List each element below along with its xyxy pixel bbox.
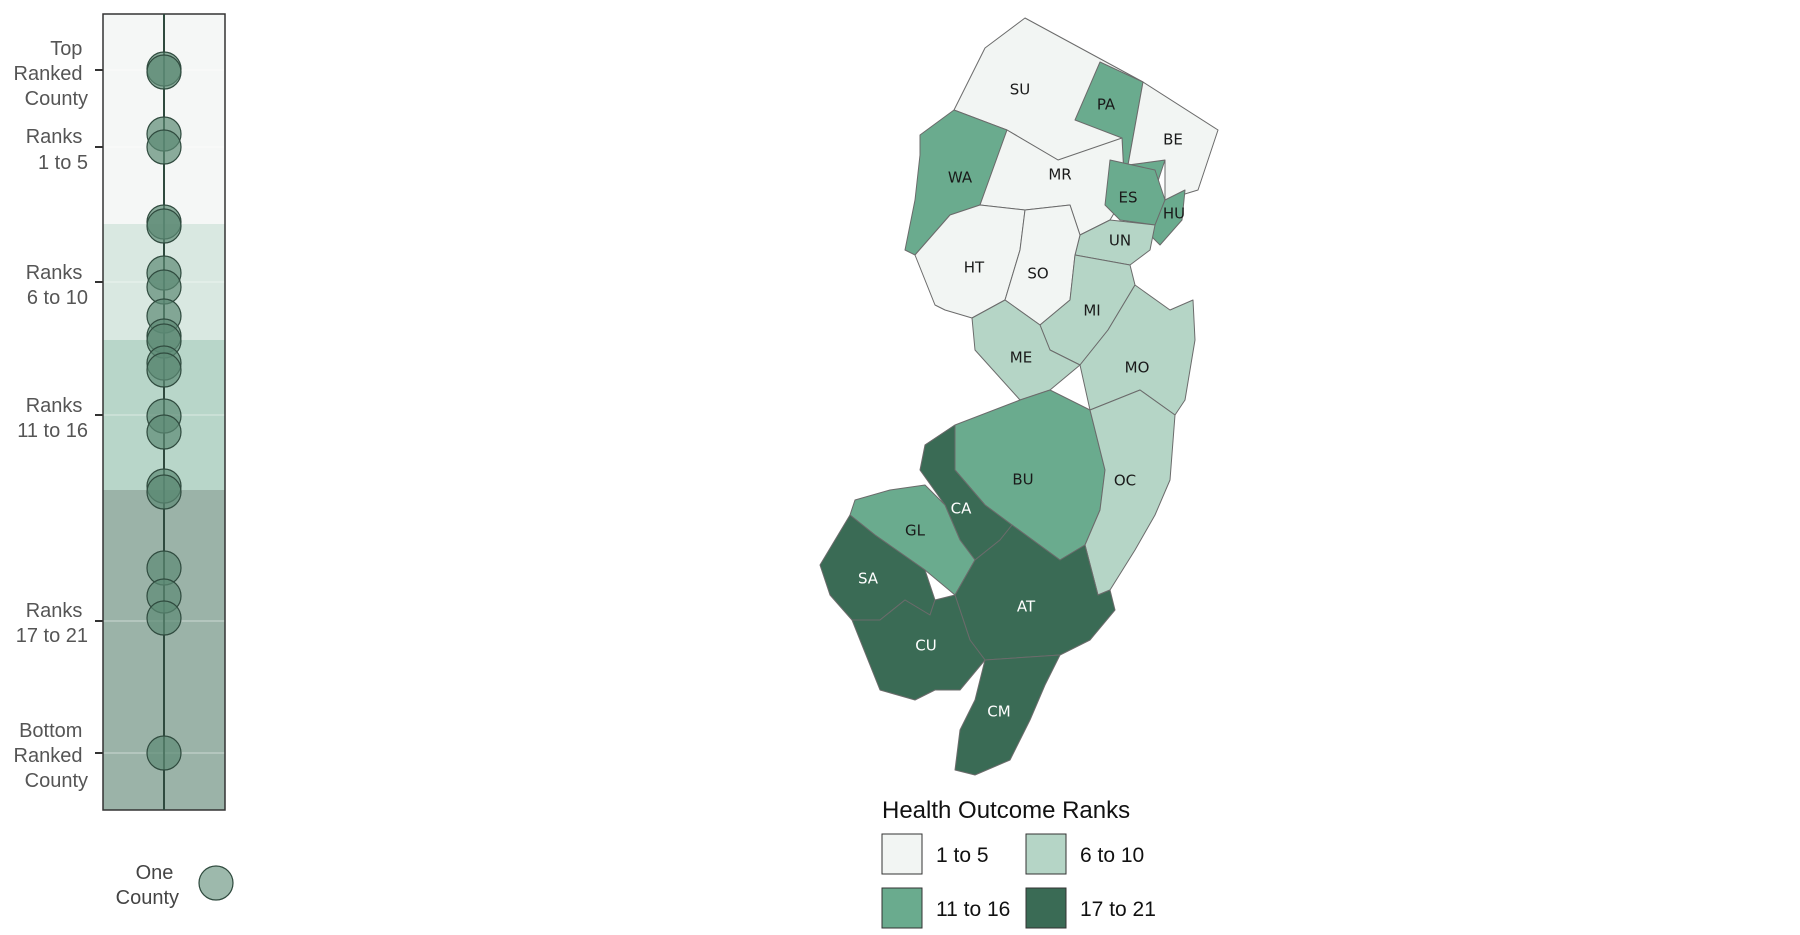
county-CU[interactable]: [851, 594, 986, 701]
legend-swatch-1-to-5: [881, 833, 923, 875]
county-label-MR: MR: [1048, 166, 1071, 184]
county-CM[interactable]: [954, 654, 1061, 776]
label-top-ranked: Top Ranked County: [14, 38, 89, 110]
county-labels: SU PA BE WA MR ES HU UN HT SO MI ME MO B…: [858, 81, 1185, 721]
nj-county-map: SU PA BE WA MR ES HU UN HT SO MI ME MO B…: [819, 17, 1219, 776]
label-bottom-ranked: Bottom Ranked County: [14, 720, 89, 792]
county-label-ES: ES: [1119, 189, 1138, 207]
county-label-GL: GL: [905, 522, 926, 540]
one-county-dot: [198, 865, 234, 901]
legend-label-11-to-16: 11 to 16: [936, 898, 1010, 921]
county-label-CM: CM: [987, 703, 1010, 721]
legend-label-1-to-5: 1 to 5: [936, 844, 989, 867]
county-label-MO: MO: [1125, 359, 1150, 377]
one-county-label: One County: [116, 862, 179, 909]
county-label-SU: SU: [1010, 81, 1031, 99]
county-label-PA: PA: [1097, 96, 1116, 114]
county-label-CU: CU: [915, 637, 936, 655]
county-dot: [146, 129, 182, 165]
county-dot: [146, 474, 182, 510]
legend-swatch-11-to-16: [881, 887, 923, 929]
map-legend: Health Outcome Ranks 1 to 5 6 to 10 11 t…: [881, 797, 1156, 929]
county-dots: [146, 51, 182, 771]
county-label-BE: BE: [1163, 131, 1183, 149]
county-dot: [146, 54, 182, 90]
rank-strip-chart: Top Ranked County Ranks 1 to 5 Ranks 6 t…: [14, 13, 234, 909]
county-label-WA: WA: [948, 169, 973, 187]
county-OC[interactable]: [1084, 389, 1176, 596]
county-label-HU: HU: [1163, 205, 1185, 223]
county-label-MI: MI: [1083, 302, 1100, 320]
county-dot: [146, 208, 182, 244]
legend-swatch-6-to-10: [1025, 833, 1067, 875]
legend-label-17-to-21: 17 to 21: [1080, 898, 1156, 921]
county-label-AT: AT: [1017, 598, 1036, 616]
label-ranks-6-10: Ranks 6 to 10: [26, 262, 88, 309]
strip-ticks: [95, 69, 103, 754]
county-dot: [146, 735, 182, 771]
county-label-UN: UN: [1109, 232, 1131, 250]
county-dot: [146, 414, 182, 450]
county-MO[interactable]: [1079, 284, 1196, 416]
label-ranks-11-16: Ranks 11 to 16: [17, 395, 88, 442]
county-label-SA: SA: [858, 570, 879, 588]
legend-swatch-17-to-21: [1025, 887, 1067, 929]
county-label-OC: OC: [1114, 472, 1136, 490]
county-label-BU: BU: [1012, 471, 1033, 489]
county-label-CA: CA: [951, 500, 972, 518]
county-label-SO: SO: [1027, 265, 1048, 283]
legend-title: Health Outcome Ranks: [882, 797, 1130, 824]
legend-label-6-to-10: 6 to 10: [1080, 844, 1144, 867]
county-dot: [146, 600, 182, 636]
county-label-HT: HT: [964, 259, 985, 277]
county-label-ME: ME: [1010, 349, 1032, 367]
label-ranks-1-5: Ranks 1 to 5: [26, 126, 88, 174]
county-dot: [146, 352, 182, 388]
label-ranks-17-21: Ranks 17 to 21: [16, 600, 88, 647]
